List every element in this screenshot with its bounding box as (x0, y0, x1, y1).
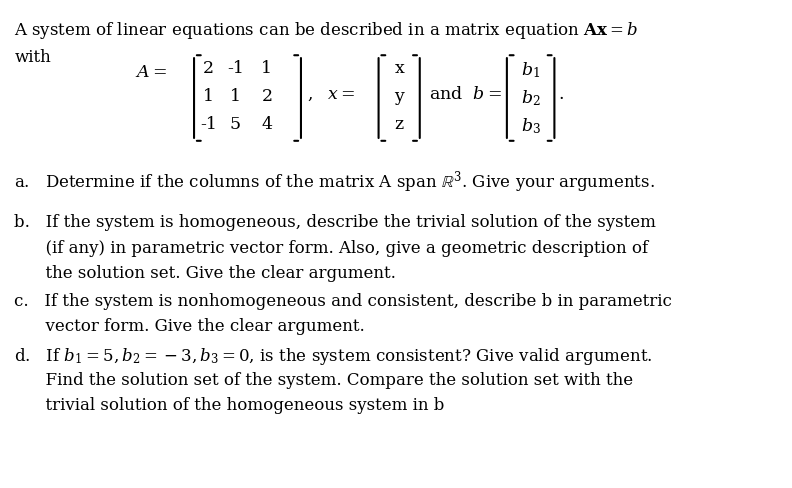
Text: c.   If the system is nonhomogeneous and consistent, describe b in parametric: c. If the system is nonhomogeneous and c… (14, 292, 672, 309)
Text: A system of linear equations can be described in a matrix equation $\mathbf{A}\m: A system of linear equations can be desc… (14, 20, 638, 41)
Text: Find the solution set of the system. Compare the solution set with the: Find the solution set of the system. Com… (14, 371, 634, 388)
Text: 4: 4 (261, 116, 272, 133)
Text: a.   Determine if the columns of the matrix A span $\mathbb{R}^3$. Give your arg: a. Determine if the columns of the matri… (14, 168, 655, 194)
Text: 1: 1 (261, 60, 272, 77)
Text: ,: , (307, 85, 313, 102)
Text: x: x (394, 60, 404, 77)
Text: trivial solution of the homogeneous system in b: trivial solution of the homogeneous syst… (14, 396, 444, 413)
Text: $b_1$: $b_1$ (521, 60, 540, 80)
Text: 1: 1 (203, 88, 214, 105)
Text: with: with (14, 49, 51, 66)
Text: the solution set. Give the clear argument.: the solution set. Give the clear argumen… (14, 264, 396, 282)
Text: y: y (394, 88, 404, 105)
Text: vector form. Give the clear argument.: vector form. Give the clear argument. (14, 318, 365, 335)
Text: 2: 2 (203, 60, 214, 77)
Text: (if any) in parametric vector form. Also, give a geometric description of: (if any) in parametric vector form. Also… (14, 239, 649, 256)
Text: .: . (558, 85, 564, 102)
Text: $b_2$: $b_2$ (521, 88, 540, 107)
Text: and  $b =$: and $b =$ (429, 85, 502, 102)
Text: b.   If the system is homogeneous, describe the trivial solution of the system: b. If the system is homogeneous, describ… (14, 214, 656, 231)
Text: -1: -1 (200, 116, 217, 133)
Text: d.   If $b_1 = 5, b_2 = -3, b_3 = 0$, is the system consistent? Give valid argum: d. If $b_1 = 5, b_2 = -3, b_3 = 0$, is t… (14, 346, 653, 366)
Text: -1: -1 (227, 60, 244, 77)
Text: $x =$: $x =$ (327, 85, 355, 102)
Text: $A =$: $A =$ (135, 63, 166, 81)
Text: 5: 5 (230, 116, 241, 133)
Text: $b_3$: $b_3$ (520, 116, 541, 135)
Text: z: z (394, 116, 404, 133)
Text: 2: 2 (261, 88, 272, 105)
Text: 1: 1 (230, 88, 241, 105)
